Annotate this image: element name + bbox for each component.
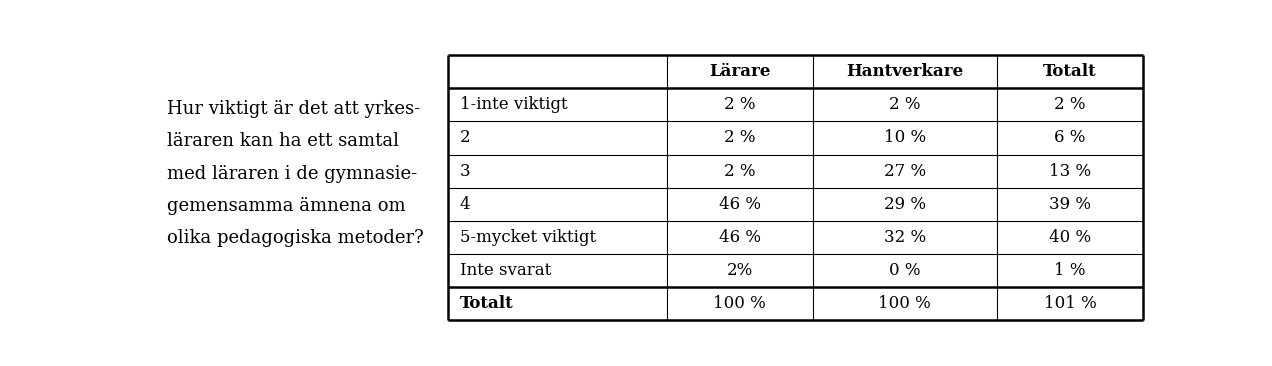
Text: 2%: 2%	[726, 262, 753, 279]
Text: 100 %: 100 %	[714, 295, 766, 312]
Text: 4: 4	[459, 196, 471, 213]
Text: 2 %: 2 %	[1054, 96, 1085, 113]
Text: läraren kan ha ett samtal: läraren kan ha ett samtal	[167, 132, 399, 150]
Text: Hur viktigt är det att yrkes-: Hur viktigt är det att yrkes-	[167, 100, 420, 118]
Text: 2 %: 2 %	[724, 96, 756, 113]
Text: 101 %: 101 %	[1043, 295, 1096, 312]
Text: 6 %: 6 %	[1054, 130, 1085, 146]
Text: 1 %: 1 %	[1054, 262, 1085, 279]
Text: 46 %: 46 %	[719, 229, 761, 246]
Text: Inte svarat: Inte svarat	[459, 262, 551, 279]
Text: Hantverkare: Hantverkare	[846, 63, 963, 80]
Text: 29 %: 29 %	[884, 196, 926, 213]
Text: olika pedagogiska metoder?: olika pedagogiska metoder?	[167, 229, 424, 247]
Text: 2 %: 2 %	[724, 163, 756, 180]
Text: 32 %: 32 %	[884, 229, 926, 246]
Text: 0 %: 0 %	[889, 262, 921, 279]
Text: 10 %: 10 %	[884, 130, 926, 146]
Text: 40 %: 40 %	[1049, 229, 1091, 246]
Text: 27 %: 27 %	[884, 163, 926, 180]
Text: 5-mycket viktigt: 5-mycket viktigt	[459, 229, 595, 246]
Text: Totalt: Totalt	[1043, 63, 1096, 80]
Text: med läraren i de gymnasie-: med läraren i de gymnasie-	[167, 165, 417, 183]
Text: 13 %: 13 %	[1049, 163, 1091, 180]
Text: 46 %: 46 %	[719, 196, 761, 213]
Text: 2: 2	[459, 130, 471, 146]
Text: Lärare: Lärare	[709, 63, 771, 80]
Text: 3: 3	[459, 163, 471, 180]
Text: 100 %: 100 %	[879, 295, 931, 312]
Text: 2 %: 2 %	[889, 96, 921, 113]
Text: Totalt: Totalt	[459, 295, 514, 312]
Text: 1-inte viktigt: 1-inte viktigt	[459, 96, 567, 113]
Text: gemensamma ämnena om: gemensamma ämnena om	[167, 197, 406, 215]
Text: 2 %: 2 %	[724, 130, 756, 146]
Text: 39 %: 39 %	[1049, 196, 1091, 213]
